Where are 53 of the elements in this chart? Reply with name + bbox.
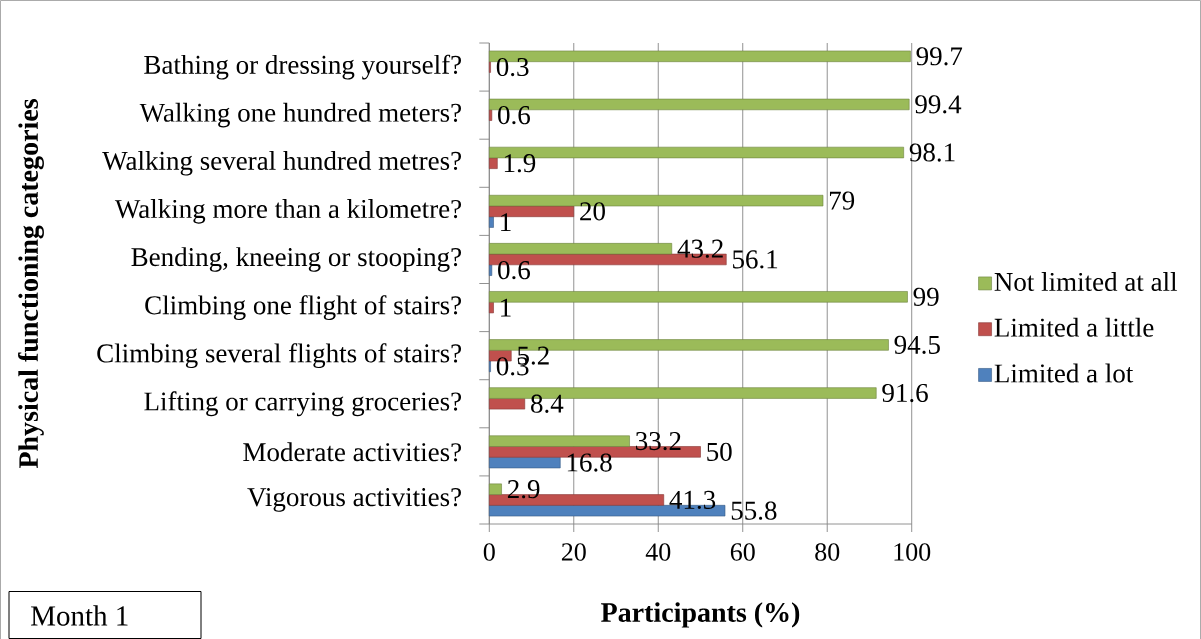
x-tick-label: 80 <box>815 543 840 561</box>
y-tick-label: Climbing several flights of stairs? <box>97 343 462 369</box>
x-tick-label: 0 <box>483 543 495 561</box>
y-tick-label: Lifting or carrying groceries? <box>144 391 462 417</box>
data-label: 91.6 <box>882 383 928 403</box>
data-label: 43.2 <box>677 239 723 258</box>
y-tick-label: Bathing or dressing yourself? <box>144 54 462 80</box>
data-label: 55.8 <box>731 501 777 520</box>
data-label: 0.6 <box>498 261 530 280</box>
data-label: 1.9 <box>504 154 536 173</box>
legend-label: Not limited at all <box>994 272 1178 292</box>
data-label: 20 <box>580 202 605 221</box>
bar <box>489 243 673 255</box>
data-label: 8.4 <box>531 394 564 413</box>
bar <box>489 456 561 469</box>
legend-label: Limited a little <box>994 317 1154 337</box>
data-label: 94.5 <box>894 335 940 355</box>
x-tick-label: 60 <box>730 543 755 561</box>
data-label: 99.4 <box>915 95 962 114</box>
data-label: 1 <box>501 298 511 317</box>
data-label: 98.1 <box>909 143 955 162</box>
y-tick-label: Climbing one flight of stairs? <box>145 295 462 320</box>
data-label: 99.7 <box>916 47 963 66</box>
data-label: 16.8 <box>567 453 612 472</box>
x-tick-label: 40 <box>645 543 671 561</box>
bar <box>489 109 493 121</box>
bar <box>489 216 494 228</box>
y-axis-title: Physical functioning categories <box>18 99 44 469</box>
y-tick-label: Vigorous activities? <box>247 488 461 512</box>
y-tick-label: Moderate activities? <box>243 442 462 462</box>
bar <box>489 157 498 169</box>
bar <box>489 435 630 447</box>
x-axis-title: Participants (%) <box>601 602 800 628</box>
bar <box>489 264 493 276</box>
bar <box>489 301 494 314</box>
data-label: 0.3 <box>496 57 529 77</box>
data-label: 99 <box>913 287 939 306</box>
legend-label: Limited a lot <box>994 363 1134 383</box>
y-tick-label: Bending, kneeing or stooping? <box>131 247 462 272</box>
y-tick-label: Walking more than a kilometre? <box>114 199 462 224</box>
data-label: 0.6 <box>498 105 530 125</box>
data-label: 1 <box>501 213 511 231</box>
data-label: 50 <box>707 442 732 461</box>
data-label: 56.1 <box>733 250 778 269</box>
x-tick-label: 100 <box>894 543 931 561</box>
y-tick-label: Walking several hundred metres? <box>102 150 462 176</box>
y-tick-label: Walking one hundred meters? <box>139 102 461 128</box>
data-label: 79 <box>829 191 855 210</box>
text: Month 1 <box>31 605 128 626</box>
x-tick-label: 20 <box>561 543 586 561</box>
bar <box>489 483 502 495</box>
bar <box>489 398 526 410</box>
data-label: 41.3 <box>669 490 716 510</box>
